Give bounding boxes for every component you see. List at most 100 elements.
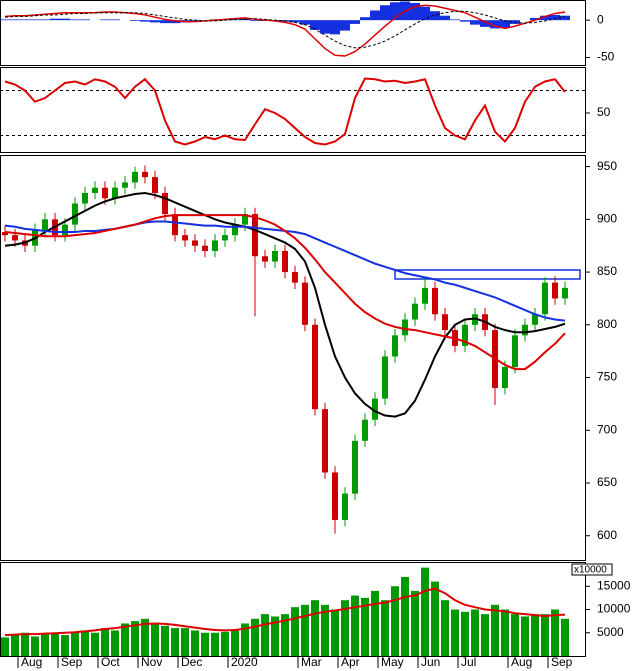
histogram-bar [50, 18, 60, 21]
histogram-bar [60, 18, 70, 21]
histogram-bar [110, 19, 120, 21]
volume-bar [441, 600, 449, 656]
histogram-bar [250, 20, 260, 21]
volume-bar [201, 632, 209, 656]
volume-bar [71, 631, 79, 656]
candle-body [302, 282, 308, 325]
candle-body [182, 235, 188, 241]
volume-bar [351, 595, 359, 656]
x-tick-label: Nov [141, 655, 162, 669]
histogram-bar [20, 19, 30, 21]
panel-frame [0, 0, 586, 66]
candle-body [212, 240, 218, 251]
series-line [4, 77, 566, 146]
volume-bar [431, 581, 439, 656]
histogram-bar [0, 19, 10, 21]
volume-bar [11, 635, 19, 656]
volume-bar [511, 614, 519, 656]
candle-body [392, 335, 398, 357]
candle-body [422, 287, 428, 304]
histogram-bar [100, 19, 110, 21]
volume-bar [191, 630, 199, 656]
candle-body [122, 182, 128, 188]
volume-bar [61, 635, 69, 656]
x-tick-label: Sep [61, 655, 83, 669]
volume-bar [261, 614, 269, 656]
x-tick-label: 2020 [231, 655, 258, 669]
histogram-bar [430, 11, 440, 21]
volume-bar [141, 618, 149, 656]
candle-body [232, 224, 238, 236]
histogram-bar [560, 15, 570, 21]
volume-bar [161, 625, 169, 656]
series-line [4, 10, 566, 49]
candle-body [152, 177, 158, 193]
volume-bar [341, 600, 349, 656]
histogram-bar [440, 15, 450, 21]
histogram-bar [130, 20, 140, 21]
volume-bar [241, 623, 249, 656]
candle-body [342, 493, 348, 520]
volume-bar [81, 630, 89, 656]
histogram-bar [160, 20, 170, 24]
candle-body [262, 256, 268, 262]
y-tick-label: 800 [597, 317, 617, 331]
candle-body [532, 314, 538, 325]
x-tick-label: Oct [101, 655, 120, 669]
histogram-bar [540, 15, 550, 21]
histogram-bar [480, 20, 490, 27]
panel-frame [0, 67, 586, 153]
candle-body [142, 171, 148, 178]
histogram-bar [530, 17, 540, 21]
candle-body [402, 319, 408, 336]
volume-bar [311, 600, 319, 656]
volume-bar [481, 614, 489, 656]
histogram-bar [150, 20, 160, 23]
volume-bar [1, 637, 9, 656]
y-tick-label: 15000 [597, 578, 631, 592]
volume-bar [221, 631, 229, 656]
candle-body [412, 303, 418, 320]
volume-bar [501, 609, 509, 656]
volume-bar [411, 590, 419, 656]
histogram-bar [140, 20, 150, 22]
candle-body [352, 440, 358, 494]
volume-bar [181, 628, 189, 656]
candle-body [522, 324, 528, 336]
histogram-bar [380, 5, 390, 21]
histogram-bar [80, 19, 90, 21]
y-tick-label: 50 [597, 105, 611, 119]
volume-bar [121, 623, 129, 656]
candle-body [442, 314, 448, 331]
series-line [4, 191, 566, 418]
x-tick-label: May [381, 655, 404, 669]
volume-bar [381, 600, 389, 656]
panel-frame [0, 155, 586, 561]
volume-bar [391, 586, 399, 656]
candle-body [92, 187, 98, 193]
x-tick-label: Mar [301, 655, 322, 669]
candle-body [112, 187, 118, 199]
histogram-bar [470, 20, 480, 25]
y-tick-label: 650 [597, 475, 617, 489]
y-tick-label: 900 [597, 212, 617, 226]
volume-bar [521, 616, 529, 656]
candle-body [542, 282, 548, 315]
candle-body [432, 287, 438, 315]
y-tick-label: 0 [597, 12, 604, 26]
volume-bar [421, 567, 429, 656]
histogram-bar [450, 19, 460, 21]
candle-body [82, 192, 88, 204]
histogram-bar [460, 20, 470, 22]
volume-bar [101, 628, 109, 656]
resistance-box [394, 269, 581, 280]
histogram-bar [30, 19, 40, 21]
volume-bar [541, 614, 549, 656]
histogram-bar [550, 14, 560, 21]
histogram-bar [490, 20, 500, 29]
volume-bar [471, 609, 479, 656]
series-line [4, 214, 566, 371]
candle-body [12, 235, 18, 241]
candle-body [372, 398, 378, 420]
y-tick-label: 950 [597, 159, 617, 173]
